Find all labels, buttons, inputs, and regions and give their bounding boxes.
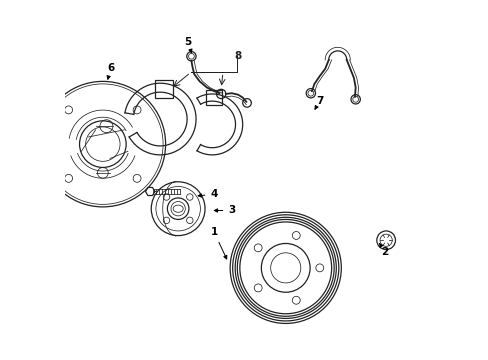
Text: 6: 6	[107, 63, 114, 79]
FancyBboxPatch shape	[206, 90, 222, 105]
Text: 4: 4	[198, 189, 217, 199]
Text: 1: 1	[210, 227, 226, 259]
Text: 7: 7	[314, 96, 323, 109]
Text: 2: 2	[379, 244, 388, 257]
Text: 5: 5	[184, 37, 192, 53]
Text: 3: 3	[214, 206, 235, 216]
FancyBboxPatch shape	[155, 80, 172, 98]
Text: 8: 8	[234, 50, 242, 60]
